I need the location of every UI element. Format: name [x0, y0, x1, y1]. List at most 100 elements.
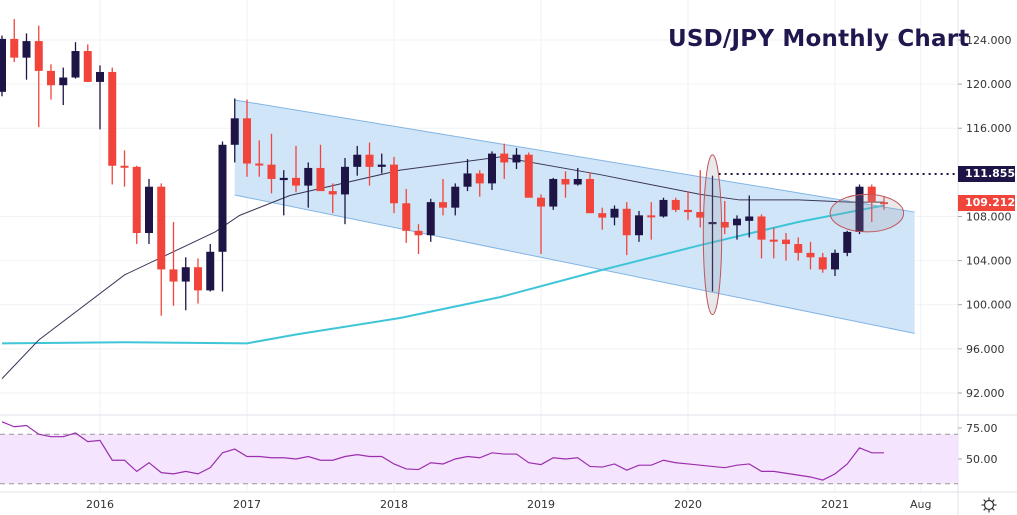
- candle-body: [243, 118, 251, 164]
- candle: [671, 197, 680, 213]
- candle-body: [206, 251, 215, 291]
- candle: [831, 249, 839, 277]
- price-tick-label: 100.000: [966, 299, 1012, 312]
- candle-body: [230, 118, 239, 145]
- fast-moving-average-line: [1, 156, 884, 379]
- candle-body: [169, 269, 178, 282]
- highlight-ellipse: [829, 193, 905, 233]
- candle: [353, 145, 362, 176]
- candle: [132, 165, 141, 245]
- candle-body: [586, 178, 594, 214]
- candle: [794, 237, 803, 261]
- candle-body: [843, 231, 852, 253]
- candle: [475, 170, 484, 197]
- candle: [71, 42, 80, 79]
- price-tick-label: 120.000: [966, 78, 1012, 91]
- chart-title: USD/JPY Monthly Chart: [668, 26, 970, 52]
- candle-body: [831, 252, 839, 270]
- candle: [818, 252, 827, 273]
- candle: [745, 195, 754, 238]
- candle: [194, 258, 202, 304]
- candle-body: [390, 164, 398, 204]
- candle-body: [377, 164, 386, 167]
- candle: [402, 188, 411, 243]
- candle-body: [328, 191, 337, 195]
- candle-body: [194, 267, 202, 291]
- candle: [855, 184, 864, 235]
- last-price-badge: 109.212: [958, 195, 1015, 212]
- candle-body: [671, 199, 680, 210]
- candle: [96, 65, 104, 130]
- candle-body: [622, 208, 631, 236]
- price-tick-label: 96.000: [966, 343, 1005, 356]
- candle-body: [806, 252, 815, 258]
- highlight-ellipse: [702, 154, 723, 316]
- candle: [806, 241, 815, 270]
- candle: [757, 214, 766, 259]
- candle: [181, 257, 190, 311]
- candle: [463, 159, 472, 192]
- settings-gear-icon[interactable]: [981, 497, 997, 513]
- candle-body: [181, 267, 190, 282]
- candle: [59, 67, 68, 106]
- candle-body: [71, 51, 80, 78]
- candle: [10, 19, 19, 63]
- candle: [169, 221, 178, 306]
- candle-body: [353, 154, 362, 167]
- candle-body: [59, 77, 68, 86]
- candle-body: [794, 244, 803, 253]
- candle-body: [757, 216, 766, 240]
- candle: [512, 148, 521, 170]
- candle: [880, 196, 888, 210]
- candle: [47, 64, 55, 100]
- candle: [120, 150, 129, 187]
- candle-body: [0, 38, 6, 92]
- candle-body: [659, 199, 668, 217]
- candle-body: [316, 167, 325, 192]
- candle-body: [880, 202, 888, 205]
- candle: [659, 197, 668, 218]
- candle: [316, 144, 325, 192]
- candle: [524, 152, 533, 198]
- candle: [720, 201, 729, 235]
- candle: [22, 33, 31, 80]
- candle: [782, 233, 790, 261]
- candle-body: [267, 164, 276, 179]
- candle: [573, 167, 582, 186]
- candle: [586, 172, 594, 214]
- candle-body: [733, 218, 741, 226]
- resistance-price-badge: 111.855: [958, 165, 1015, 182]
- candle-body: [537, 197, 545, 207]
- candle-body: [451, 186, 460, 208]
- candle-body: [414, 230, 423, 236]
- candle-body: [696, 212, 705, 218]
- candle: [696, 170, 705, 228]
- time-tick-label: 2021: [821, 498, 849, 511]
- candle-body: [218, 144, 227, 252]
- candle: [843, 230, 852, 257]
- candle: [439, 178, 447, 216]
- candle-body: [745, 216, 754, 221]
- candle: [206, 244, 215, 292]
- candle: [769, 227, 778, 259]
- candle: [500, 143, 509, 179]
- candle-body: [524, 154, 533, 198]
- candle-body: [647, 215, 656, 218]
- candle-body: [304, 167, 313, 186]
- candle-body: [426, 202, 435, 236]
- candle-body: [439, 202, 447, 208]
- time-tick-label: 2016: [86, 498, 114, 511]
- candle-body: [22, 41, 31, 58]
- candle: [0, 35, 6, 97]
- price-tick-label: 92.000: [966, 387, 1005, 400]
- candle-body: [635, 215, 643, 236]
- candle: [708, 175, 717, 292]
- candle-body: [108, 71, 117, 166]
- price-tick-label: 108.000: [966, 210, 1012, 223]
- candle-body: [279, 177, 288, 181]
- channel-lower-line: [234, 194, 915, 334]
- candle: [328, 183, 337, 214]
- rsi-band-fill: [0, 434, 958, 484]
- candle-body: [598, 213, 607, 218]
